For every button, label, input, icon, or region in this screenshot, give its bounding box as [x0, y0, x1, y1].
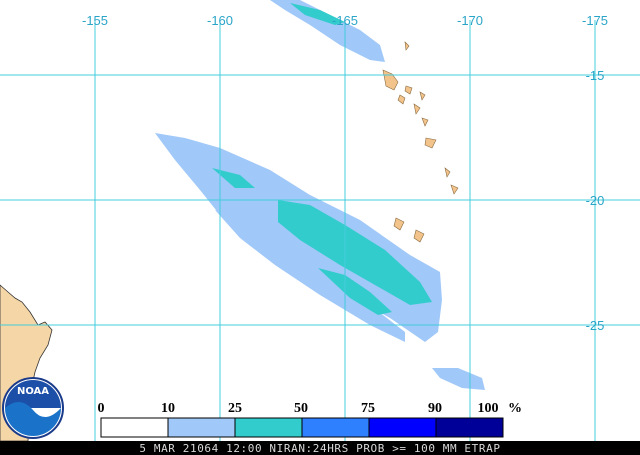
graticule — [0, 20, 640, 441]
lon-label: -160 — [207, 13, 233, 28]
footer-text: 5 MAR 21064 12:00 NIRAN:24HRS PROB >= 10… — [139, 442, 500, 455]
precipitation — [155, 0, 485, 390]
legend-unit: % — [508, 401, 522, 416]
legend-label: 100 — [478, 401, 499, 416]
legend: 0 10 25 50 75 90 100 % — [98, 401, 522, 438]
noaa-logo: NOAA — [2, 377, 64, 439]
longitude-labels: -155 -160 -165 -170 -175 — [82, 13, 608, 28]
legend-label: 50 — [294, 401, 308, 416]
lat-label: -20 — [586, 193, 605, 208]
lon-label: -155 — [82, 13, 108, 28]
latitude-labels: -15 -20 -25 — [586, 68, 605, 333]
logo-text: NOAA — [17, 386, 49, 397]
legend-label: 90 — [428, 401, 442, 416]
legend-label: 10 — [161, 401, 175, 416]
legend-label: 0 — [98, 401, 105, 416]
lat-label: -15 — [586, 68, 605, 83]
lon-label: -175 — [582, 13, 608, 28]
legend-label: 75 — [361, 401, 375, 416]
lon-label: -165 — [332, 13, 358, 28]
legend-label: 25 — [228, 401, 242, 416]
lon-label: -170 — [457, 13, 483, 28]
footer-bar — [0, 441, 640, 455]
lat-label: -25 — [586, 318, 605, 333]
